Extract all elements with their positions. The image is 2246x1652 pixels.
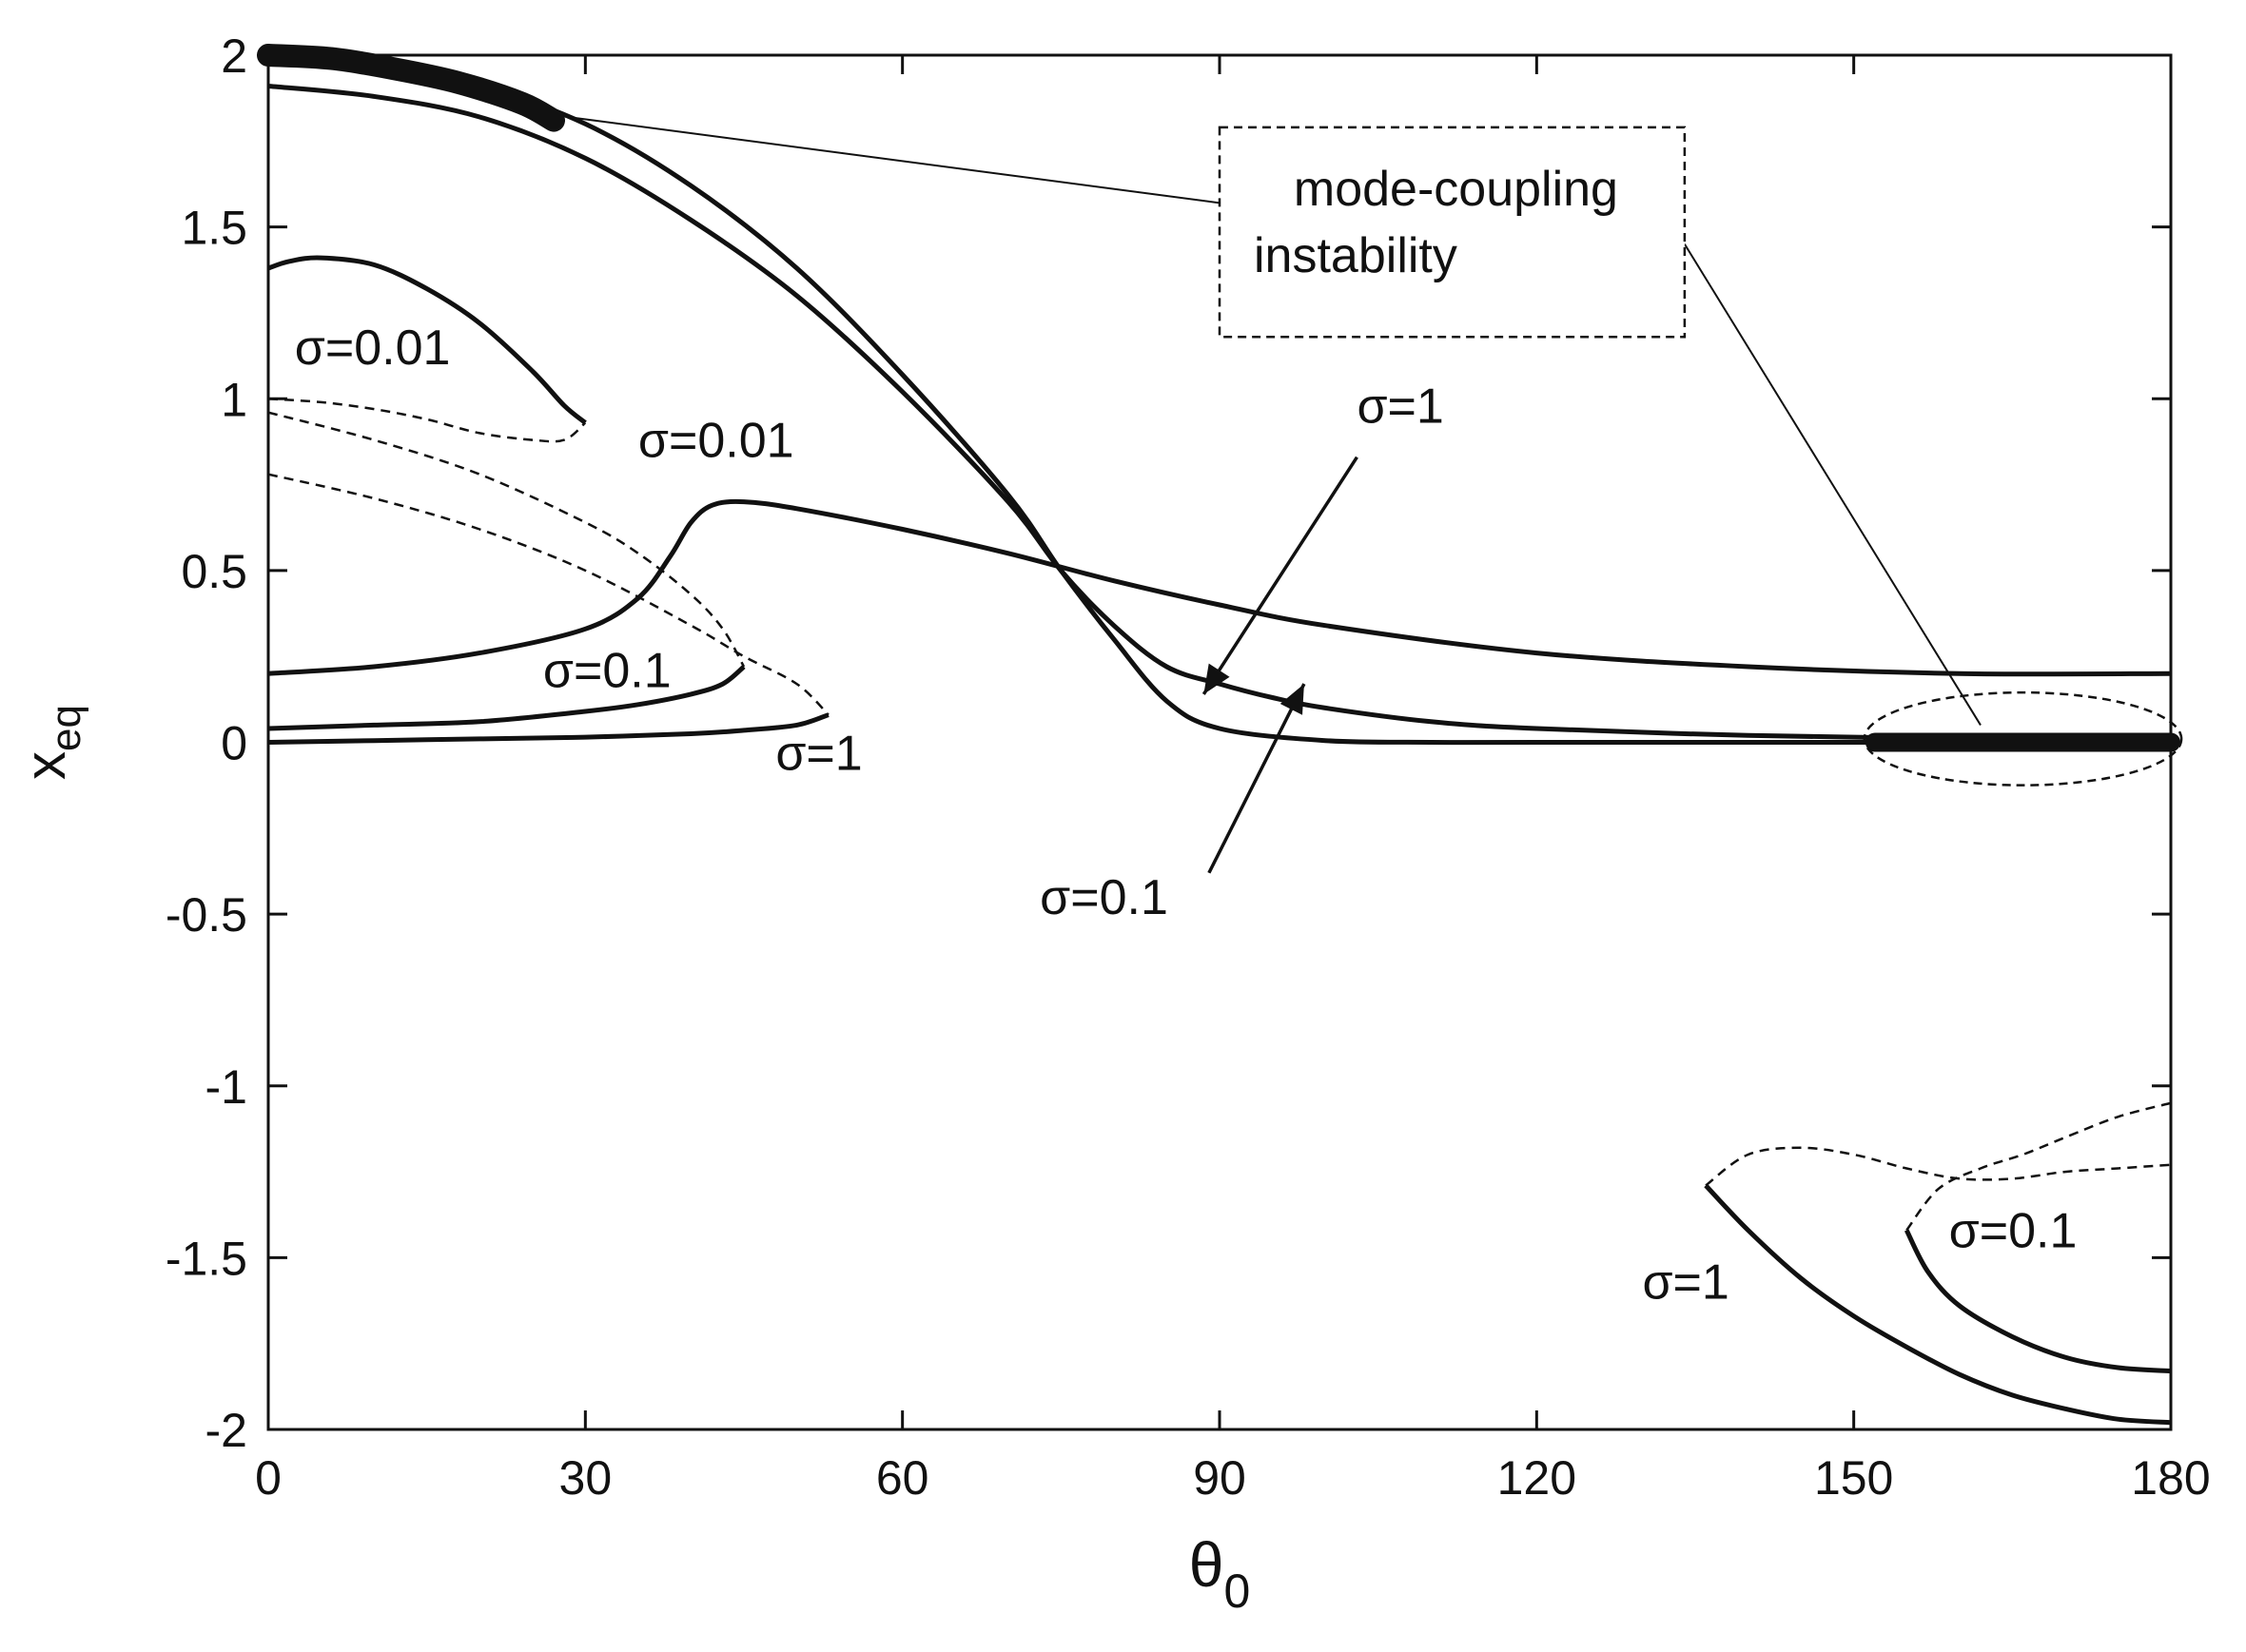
mode-coupling-callout: mode-coupling instability — [564, 115, 2183, 874]
x-tick-label: 0 — [255, 1451, 282, 1505]
callout-box — [1218, 126, 1687, 339]
sigma-label-2: σ=0.01 — [638, 414, 794, 469]
x-axis-label: θ0 — [1189, 1529, 1251, 1618]
arrow-line-2 — [1207, 683, 1306, 874]
tick-labels: 0 30 60 90 120 150 180 2 1.5 1 0.5 0 -0.5 -1 -1.5 -2 — [166, 29, 2211, 1505]
y-tick-label: 1.5 — [181, 202, 247, 255]
x-tick-label: 30 — [559, 1451, 613, 1505]
callout-leader-right — [1684, 243, 1982, 726]
y-tick-label: -1.5 — [166, 1232, 247, 1285]
instability-ellipse — [1863, 690, 2183, 787]
sigma-label-4: σ=1 — [775, 726, 862, 781]
series-line-14 — [257, 44, 565, 132]
y-axis-label-sub: eq — [43, 705, 89, 751]
y-tick-label: 0 — [221, 717, 247, 770]
series-line-13 — [1905, 1101, 2172, 1232]
arrow-head-1 — [1203, 663, 1230, 694]
arrow-head-2 — [1279, 684, 1304, 715]
y-axis-label-main: x — [13, 751, 77, 780]
axis-ticks — [266, 53, 2173, 1431]
series-line-1 — [267, 52, 2171, 746]
callout-text-line-2: instability — [1254, 228, 1457, 283]
sigma-label-3: σ=0.1 — [543, 644, 672, 699]
x-tick-label: 180 — [2131, 1451, 2210, 1505]
y-tick-label: 1 — [221, 373, 247, 426]
series-line-3 — [267, 498, 2172, 677]
sigma-label-7: σ=0.1 — [1949, 1204, 2078, 1259]
arrow-line-1 — [1201, 456, 1358, 695]
x-tick-label: 120 — [1497, 1451, 1576, 1505]
sigma-label-1: σ=0.01 — [295, 321, 451, 376]
series-line-4 — [267, 255, 587, 425]
series-line-5 — [267, 398, 587, 443]
x-tick-label: 150 — [1814, 1451, 1893, 1505]
x-axis-label-sub: 0 — [1223, 1565, 1250, 1618]
callout-text-line-1: mode-coupling — [1294, 162, 1618, 217]
sigma-label-5: σ=1 — [1357, 379, 1443, 435]
x-tick-label: 90 — [1193, 1451, 1246, 1505]
y-tick-label: -2 — [205, 1404, 247, 1457]
y-tick-label: 0.5 — [181, 545, 247, 598]
x-tick-label: 60 — [876, 1451, 929, 1505]
sigma-annotations: σ=0.01 σ=0.01 σ=0.1 σ=1 σ=1 σ=0.1 σ=0.1 σ=1 — [295, 321, 2078, 1311]
series-line-6 — [267, 665, 746, 731]
y-axis-label: xeq — [13, 705, 89, 780]
sigma-label-8: σ=1 — [1642, 1255, 1728, 1311]
series-line-8 — [267, 712, 830, 745]
series-line-2 — [267, 84, 2172, 742]
series-line-9 — [267, 473, 830, 716]
plot-area — [257, 44, 2180, 1426]
callout-leader-left — [564, 115, 1221, 204]
y-tick-label: -0.5 — [166, 888, 247, 942]
series-line-10 — [1704, 1183, 2172, 1426]
x-axis-label-main: θ — [1189, 1529, 1224, 1600]
sigma-label-6: σ=0.1 — [1040, 870, 1168, 925]
y-tick-label: -1 — [205, 1060, 247, 1114]
series-line-12 — [1904, 1229, 2172, 1374]
y-tick-label: 2 — [221, 29, 247, 83]
